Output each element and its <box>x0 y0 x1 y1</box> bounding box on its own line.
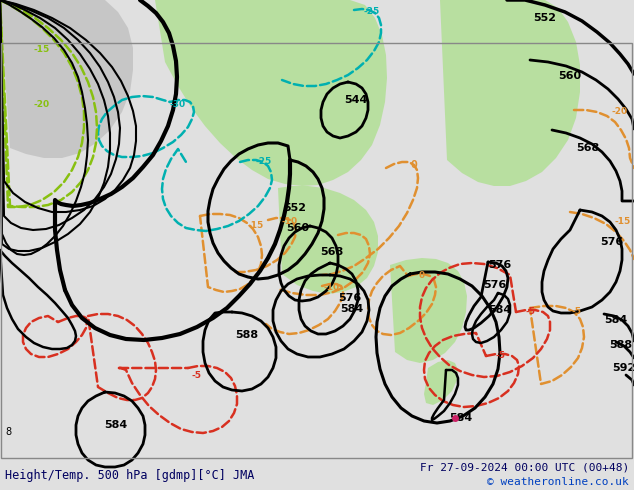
Text: -25: -25 <box>364 7 380 17</box>
Text: 560: 560 <box>287 223 309 233</box>
Text: -5: -5 <box>571 308 581 317</box>
Text: 576: 576 <box>488 260 512 270</box>
Text: 0: 0 <box>411 160 417 170</box>
Text: 584: 584 <box>450 413 472 423</box>
Text: 568: 568 <box>320 247 344 257</box>
Text: 552: 552 <box>283 203 306 213</box>
Text: 584: 584 <box>604 315 628 325</box>
Text: 576: 576 <box>339 293 361 303</box>
Polygon shape <box>155 0 387 186</box>
Text: -30: -30 <box>170 100 186 109</box>
Text: -5: -5 <box>191 370 201 379</box>
Polygon shape <box>278 186 378 294</box>
Text: 576: 576 <box>600 237 624 247</box>
Text: 584: 584 <box>105 420 127 430</box>
Text: 584: 584 <box>340 304 364 314</box>
Text: -25: -25 <box>256 157 272 167</box>
Text: -5: -5 <box>525 308 535 317</box>
Text: 544: 544 <box>344 95 368 105</box>
Polygon shape <box>424 360 458 405</box>
Text: -15: -15 <box>615 218 631 226</box>
Text: 588: 588 <box>235 330 259 340</box>
Bar <box>1 43 632 458</box>
Text: 8: 8 <box>5 427 11 437</box>
Text: -20: -20 <box>612 107 628 117</box>
Text: 592: 592 <box>612 363 634 373</box>
Text: 568: 568 <box>576 143 600 153</box>
Text: -20: -20 <box>34 100 50 109</box>
Text: 588: 588 <box>609 340 633 350</box>
Text: Height/Temp. 500 hPa [gdmp][°C] JMA: Height/Temp. 500 hPa [gdmp][°C] JMA <box>5 468 254 482</box>
Text: -10: -10 <box>324 283 340 292</box>
Polygon shape <box>0 0 133 158</box>
Text: -15: -15 <box>34 46 50 54</box>
Text: 576: 576 <box>483 280 507 290</box>
Text: -5: -5 <box>495 351 505 361</box>
Text: -15: -15 <box>248 221 264 230</box>
Text: © weatheronline.co.uk: © weatheronline.co.uk <box>488 477 629 487</box>
Text: Fr 27-09-2024 00:00 UTC (00+48): Fr 27-09-2024 00:00 UTC (00+48) <box>420 462 629 472</box>
Text: 0: 0 <box>419 270 425 279</box>
Text: 552: 552 <box>533 13 557 23</box>
Text: 584: 584 <box>488 305 512 315</box>
Polygon shape <box>390 258 467 363</box>
Text: 560: 560 <box>559 71 581 81</box>
Text: -10: -10 <box>282 218 298 226</box>
Polygon shape <box>440 0 580 186</box>
